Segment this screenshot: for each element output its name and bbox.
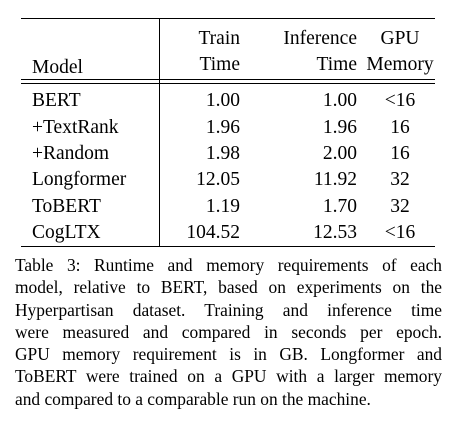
cell-gpu-memory: <16 — [365, 219, 435, 247]
header-gpu-line1: GPU — [365, 18, 435, 50]
cell-gpu-memory: <16 — [365, 83, 435, 115]
results-table-container: Model Train Inference GPU Time Time Memo… — [21, 18, 435, 247]
cell-gpu-memory: 16 — [390, 142, 410, 164]
cell-gpu-memory: 16 — [390, 116, 410, 138]
cell-model: +Random — [21, 140, 160, 167]
header-train-line2: Time — [199, 53, 240, 75]
caption-line: and compared to a comparable run on the … — [15, 388, 371, 409]
cell-inference-time: 1.70 — [322, 195, 357, 217]
cell-inference-time: 1.00 — [248, 83, 365, 115]
cell-train-time: 12.05 — [196, 169, 240, 191]
table-header: Model Train Inference GPU Time Time Memo… — [21, 18, 435, 84]
cell-train-time: 1.96 — [205, 116, 240, 138]
cell-inference-time: 2.00 — [322, 142, 357, 164]
cell-inference-time: 1.96 — [322, 116, 357, 138]
header-inference-line2: Time — [316, 53, 357, 75]
table-row: +Random 1.98 2.00 16 — [21, 140, 435, 167]
cell-model: +TextRank — [21, 114, 160, 141]
cell-train-time: 104.52 — [159, 219, 248, 247]
cell-train-time: 1.98 — [205, 142, 240, 164]
table-row: Longformer 12.05 11.92 32 — [21, 166, 435, 194]
cell-inference-time: 11.92 — [313, 169, 357, 191]
caption-line: Table 3: Runtime and memory requirements… — [15, 255, 442, 275]
header-gpu-line2: Memory — [366, 53, 434, 75]
cell-gpu-memory: 32 — [390, 195, 410, 217]
cell-train-time: 1.00 — [159, 83, 248, 115]
table-body: BERT 1.00 1.00 <16 +TextRank 1.96 1.96 1… — [21, 83, 435, 247]
table-caption: Table 3: Runtime and memory requirements… — [15, 254, 442, 410]
header-double-rule — [21, 79, 435, 84]
caption-line: model, relative to BERT, based on experi… — [15, 277, 442, 298]
cell-train-time: 1.19 — [205, 195, 240, 217]
cell-model: CogLTX — [21, 219, 160, 247]
table-row: ToBERT 1.19 1.70 32 — [21, 193, 435, 220]
cell-inference-time: 12.53 — [248, 219, 365, 247]
cell-gpu-memory: 32 — [390, 169, 410, 191]
table-row: BERT 1.00 1.00 <16 — [21, 83, 435, 115]
header-row-2: Time Time Memory — [21, 50, 435, 80]
cell-model: Longformer — [21, 166, 160, 194]
header-inference-line1: Inference — [248, 18, 365, 50]
header-train-line1: Train — [159, 18, 248, 50]
caption-line: Hyperpartisan dataset. Training and infe… — [15, 299, 442, 320]
header-model: Model — [21, 18, 160, 80]
cell-model: ToBERT — [21, 193, 160, 220]
table-row: +TextRank 1.96 1.96 16 — [21, 114, 435, 141]
results-table: Model Train Inference GPU Time Time Memo… — [21, 18, 435, 247]
cell-model: BERT — [21, 83, 160, 115]
table-row: CogLTX 104.52 12.53 <16 — [21, 219, 435, 247]
header-row-1: Model Train Inference GPU — [21, 18, 435, 80]
caption-line: GPU memory requirement is in GB. Longfor… — [15, 344, 442, 365]
caption-line: ToBERT were trained on a GPU with a larg… — [15, 366, 442, 387]
caption-line: were measured and compared in seconds pe… — [15, 321, 442, 342]
